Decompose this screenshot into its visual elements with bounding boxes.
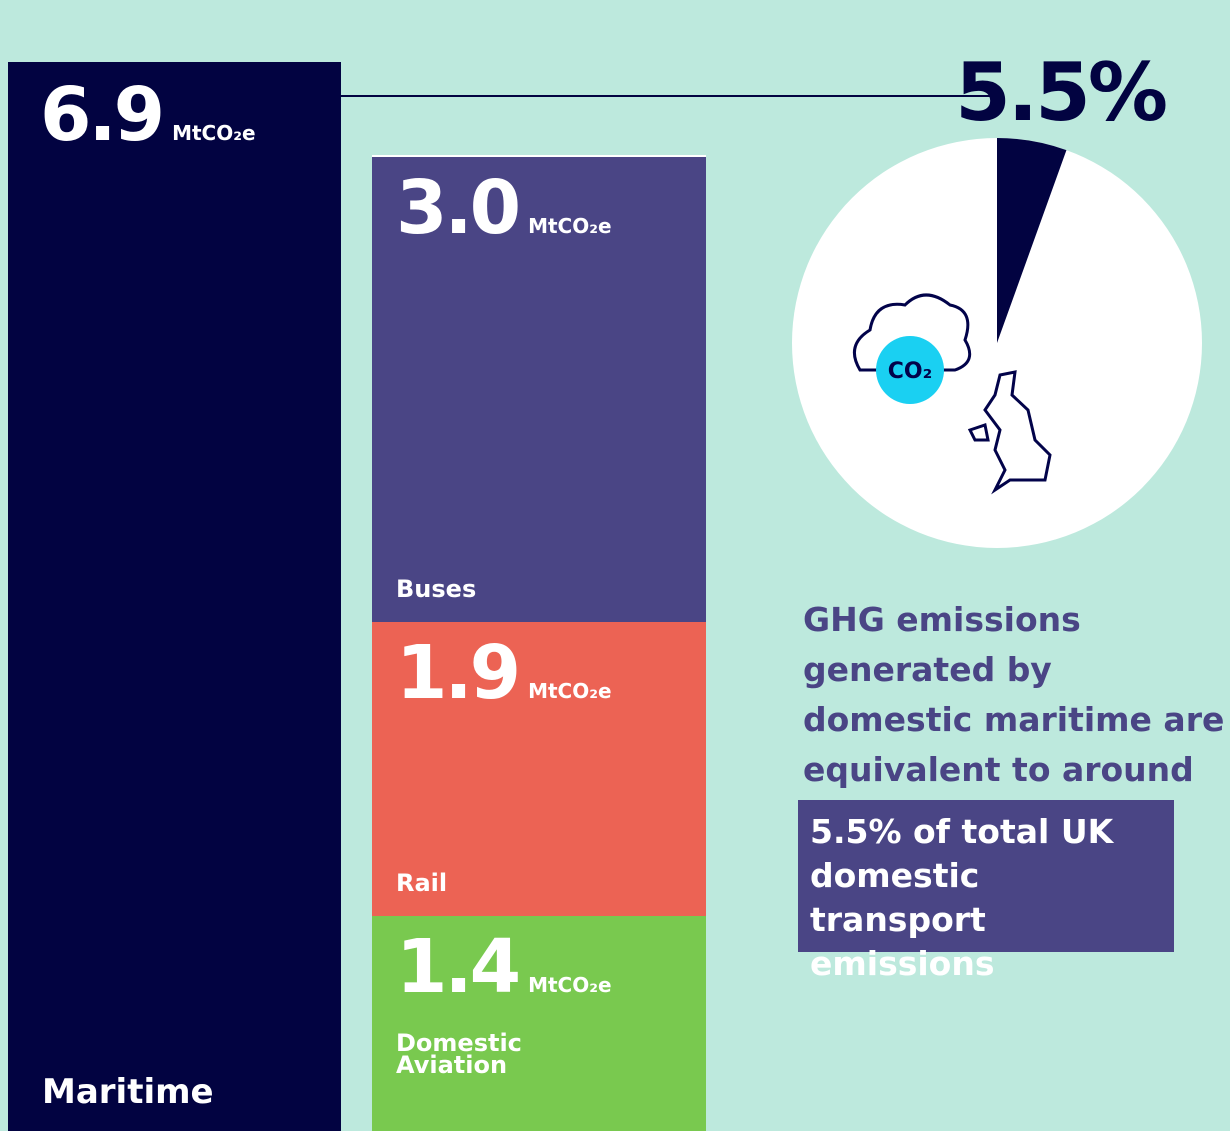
pie-slice [997,138,1067,343]
value-label: 3.0 MtCO₂e [396,165,612,251]
value-unit: MtCO₂e [528,213,612,238]
category-label: Maritime [42,1072,214,1112]
value-label: 6.9 MtCO₂e [40,72,256,158]
co2-label: CO₂ [888,359,932,384]
value-number: 6.9 [40,71,165,158]
category-label: Rail [396,869,448,897]
category-label: Domestic Aviation [396,1029,522,1079]
bar [372,914,706,1131]
category-label: Buses [396,574,477,603]
value-number: 3.0 [396,164,521,251]
bar [372,154,706,622]
uk-icon [967,370,1052,495]
bar [8,61,341,1131]
value-unit: MtCO₂e [528,973,612,997]
value-label: 1.9 MtCO₂e [396,630,612,716]
value-number: 1.4 [396,924,521,1010]
caption: GHG emissions generated by domestic mari… [803,600,1225,789]
value-unit: MtCO₂e [172,120,256,145]
value-label: 1.4 MtCO₂e [396,924,612,1010]
bar [372,619,706,916]
value-unit: MtCO₂e [528,678,612,703]
pie-value-label: 5.5% [955,46,1166,139]
highlight-box: 5.5% of total UK domestic transport emis… [798,800,1174,983]
co2-badge [876,336,944,404]
cloud-icon [852,293,972,372]
value-number: 1.9 [396,629,521,716]
